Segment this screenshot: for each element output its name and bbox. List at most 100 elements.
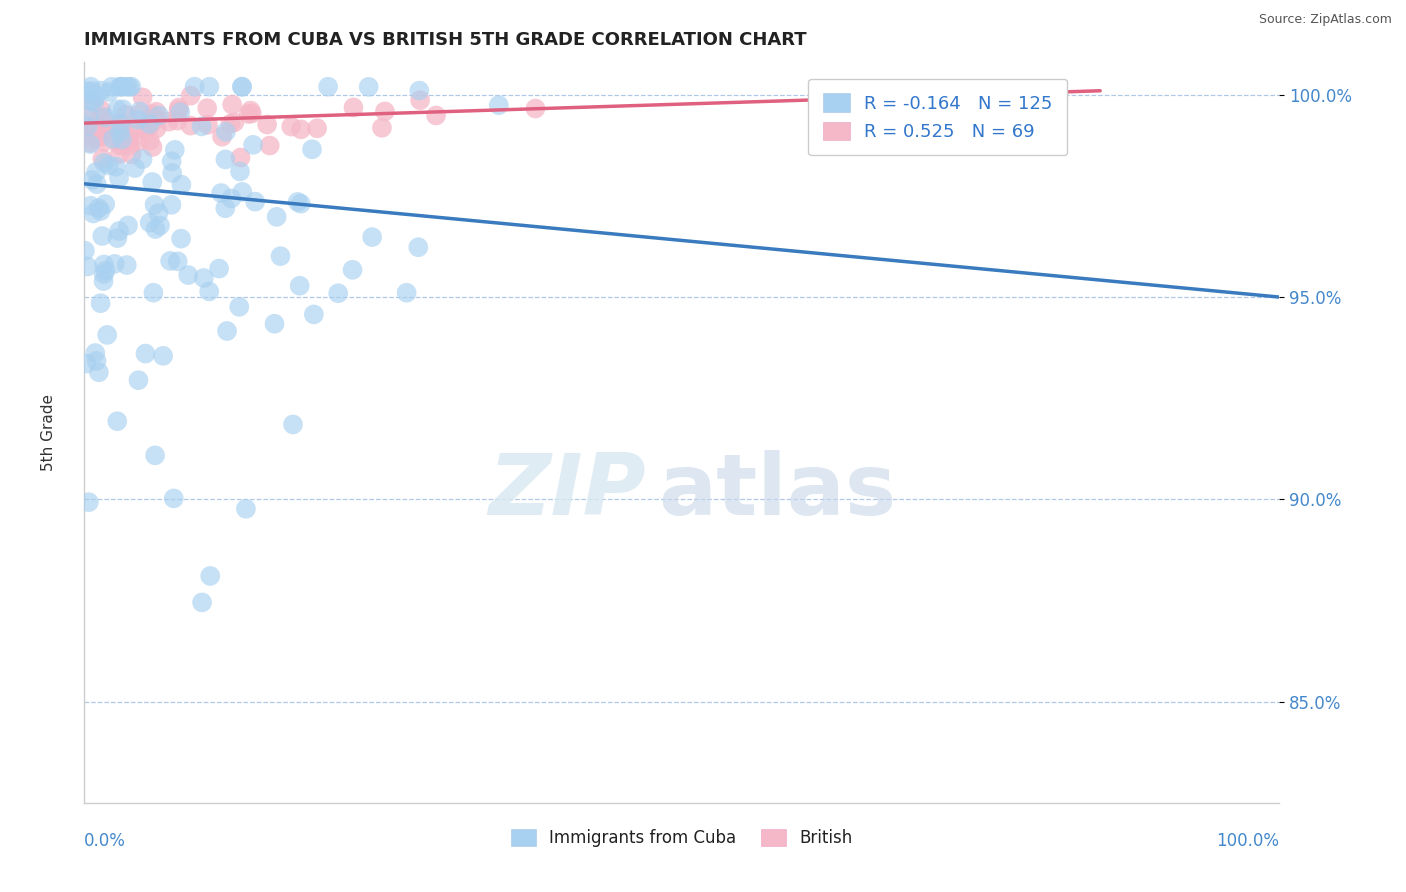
- British: [84, 119, 107, 133]
- Immigrants from Cuba: [115, 258, 138, 272]
- Immigrants from Cuba: [342, 262, 364, 277]
- British: [114, 107, 136, 121]
- British: [121, 147, 143, 161]
- British: [91, 110, 114, 124]
- British: [425, 108, 447, 122]
- Immigrants from Cuba: [105, 231, 128, 245]
- Immigrants from Cuba: [94, 197, 117, 211]
- Immigrants from Cuba: [160, 198, 183, 212]
- Immigrants from Cuba: [93, 155, 115, 169]
- British: [139, 119, 162, 133]
- Text: 0.0%: 0.0%: [84, 832, 127, 850]
- British: [229, 151, 252, 165]
- Immigrants from Cuba: [215, 125, 238, 139]
- Immigrants from Cuba: [301, 142, 323, 156]
- British: [862, 112, 884, 126]
- Immigrants from Cuba: [177, 268, 200, 282]
- British: [524, 102, 547, 116]
- Immigrants from Cuba: [104, 257, 127, 271]
- Immigrants from Cuba: [231, 185, 253, 199]
- Immigrants from Cuba: [287, 194, 309, 209]
- British: [211, 129, 233, 144]
- Immigrants from Cuba: [111, 132, 134, 146]
- Immigrants from Cuba: [235, 501, 257, 516]
- Immigrants from Cuba: [141, 175, 163, 189]
- Immigrants from Cuba: [152, 349, 174, 363]
- Immigrants from Cuba: [108, 79, 131, 94]
- British: [141, 140, 163, 154]
- Immigrants from Cuba: [93, 267, 115, 281]
- Immigrants from Cuba: [148, 108, 170, 122]
- British: [139, 134, 162, 148]
- British: [141, 107, 163, 121]
- Immigrants from Cuba: [214, 153, 236, 167]
- Immigrants from Cuba: [118, 79, 141, 94]
- British: [221, 97, 243, 112]
- British: [167, 101, 190, 115]
- Legend: Immigrants from Cuba, British: Immigrants from Cuba, British: [505, 822, 859, 854]
- British: [105, 121, 128, 136]
- Immigrants from Cuba: [138, 117, 160, 131]
- Immigrants from Cuba: [243, 194, 266, 209]
- Immigrants from Cuba: [228, 300, 250, 314]
- Immigrants from Cuba: [101, 132, 124, 146]
- Immigrants from Cuba: [111, 102, 134, 116]
- Immigrants from Cuba: [198, 79, 221, 94]
- Immigrants from Cuba: [127, 112, 149, 127]
- Immigrants from Cuba: [84, 346, 107, 360]
- Immigrants from Cuba: [134, 346, 156, 360]
- British: [280, 120, 302, 134]
- Immigrants from Cuba: [79, 199, 101, 213]
- Immigrants from Cuba: [142, 285, 165, 300]
- Immigrants from Cuba: [138, 215, 160, 229]
- Immigrants from Cuba: [302, 307, 325, 321]
- Immigrants from Cuba: [77, 108, 100, 122]
- British: [82, 125, 104, 139]
- Immigrants from Cuba: [145, 222, 167, 236]
- Immigrants from Cuba: [209, 186, 232, 200]
- Immigrants from Cuba: [191, 595, 214, 609]
- Immigrants from Cuba: [231, 79, 253, 94]
- Immigrants from Cuba: [143, 198, 166, 212]
- Immigrants from Cuba: [290, 196, 312, 211]
- Immigrants from Cuba: [105, 102, 128, 116]
- Immigrants from Cuba: [408, 240, 430, 254]
- Immigrants from Cuba: [190, 120, 212, 134]
- British: [90, 129, 112, 144]
- Immigrants from Cuba: [100, 79, 122, 94]
- Immigrants from Cuba: [281, 417, 304, 432]
- British: [108, 147, 131, 161]
- Immigrants from Cuba: [124, 161, 146, 175]
- Immigrants from Cuba: [90, 296, 112, 310]
- Immigrants from Cuba: [77, 495, 100, 509]
- Immigrants from Cuba: [328, 286, 350, 301]
- Immigrants from Cuba: [93, 274, 115, 288]
- Immigrants from Cuba: [288, 278, 311, 293]
- Immigrants from Cuba: [115, 79, 138, 94]
- British: [166, 113, 188, 128]
- Immigrants from Cuba: [73, 244, 96, 258]
- British: [93, 135, 115, 149]
- British: [127, 135, 149, 149]
- Immigrants from Cuba: [108, 125, 131, 139]
- Text: Source: ZipAtlas.com: Source: ZipAtlas.com: [1258, 13, 1392, 27]
- Immigrants from Cuba: [361, 230, 384, 244]
- Immigrants from Cuba: [127, 373, 149, 387]
- Immigrants from Cuba: [80, 84, 103, 98]
- British: [128, 107, 150, 121]
- British: [110, 117, 132, 131]
- British: [134, 123, 156, 137]
- Immigrants from Cuba: [90, 83, 112, 97]
- Immigrants from Cuba: [242, 137, 264, 152]
- Immigrants from Cuba: [80, 94, 103, 108]
- Text: ZIP: ZIP: [488, 450, 647, 533]
- British: [117, 131, 139, 145]
- Immigrants from Cuba: [231, 79, 253, 94]
- Immigrants from Cuba: [87, 201, 110, 215]
- Immigrants from Cuba: [270, 249, 292, 263]
- British: [90, 103, 112, 117]
- Immigrants from Cuba: [215, 324, 238, 338]
- British: [145, 104, 167, 119]
- Immigrants from Cuba: [91, 229, 114, 244]
- Immigrants from Cuba: [86, 177, 108, 191]
